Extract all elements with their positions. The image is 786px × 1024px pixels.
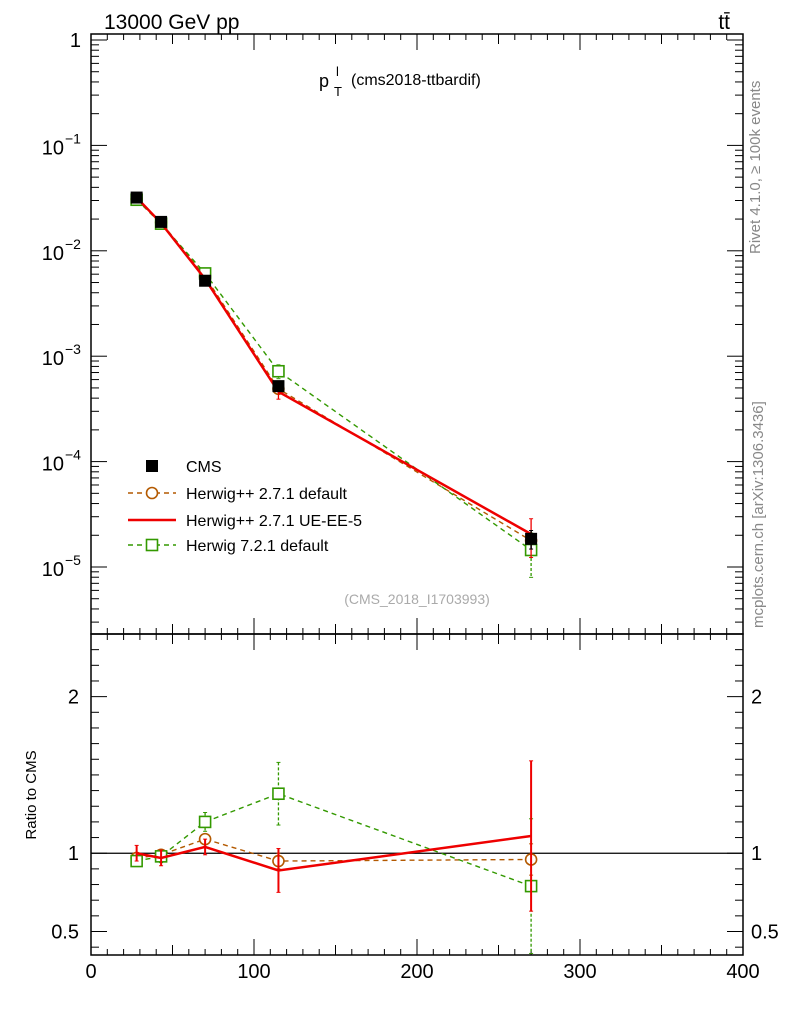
legend-label-herwigpp-default: Herwig++ 2.7.1 default [186,486,348,503]
main-ytick-label: 10 −2 [42,236,81,265]
ratio-series [130,760,538,954]
ytick-base: 10 [42,137,64,159]
data-point [130,191,143,204]
series-line [135,196,532,536]
ratio-xtick-label: 100 [237,961,270,983]
ratio-xtick-label: 0 [85,961,96,983]
main-ytick-label: 1 [70,30,81,52]
main-series-data [130,191,538,550]
ratio-ytick-label: 1 [68,843,79,865]
legend-label-cms: CMS [186,459,222,476]
title-rest: (cms2018-ttbardif) [351,72,481,89]
ratio-point [198,815,212,829]
energy-label: 13000 GeV pp [104,11,239,34]
ratio-axes: 0 100 200 300 400 0.5 0.5 1 1 2 2 [51,633,779,983]
main-series-herwigpp_ueee5 [134,195,534,559]
data-point [525,532,538,545]
legend-markers [128,460,176,552]
ratio-ytick-label: 0.5 [51,922,79,944]
ytick-base: 10 [42,454,64,476]
ratio-ytick-label-right: 1 [751,843,762,865]
ratio-xtick-label: 400 [726,961,759,983]
legend-marker [145,486,159,500]
legend: CMS Herwig++ 2.7.1 default Herwig++ 2.7.… [128,459,362,555]
main-series [130,191,538,578]
legend-marker [145,538,159,552]
ytick-base: 10 [42,348,64,370]
analysis-watermark: (CMS_2018_I1703993) [344,591,490,607]
main-ytick-label: 10 −5 [42,552,81,581]
ratio-ylabel: Ratio to CMS [23,750,40,839]
ytick-exp: −2 [65,236,81,252]
ratio-series-herwigpp_ueee5 [134,760,534,912]
ytick-base: 10 [42,559,64,581]
ratio-series-herwigpp_default [130,832,538,876]
ratio-frame [90,633,744,956]
ytick-exp: −1 [65,130,81,146]
ytick-base: 1 [70,30,81,52]
ratio-ytick-label-right: 2 [751,687,762,709]
process-label: tt̄ [718,11,730,34]
main-ytick-label: 10 −1 [42,130,81,159]
ratio-xtick-label: 200 [400,961,433,983]
ratio-ytick-label-right: 0.5 [751,922,779,944]
data-point [155,215,168,228]
legend-marker-data [146,460,158,472]
ratio-series-herwig7_default [130,761,538,954]
ytick-exp: −3 [65,341,81,357]
ytick-base: 10 [42,243,64,265]
title-sup: l [336,64,339,79]
data-point [199,274,212,287]
ratio-point [272,787,285,801]
ratio-ytick-label: 2 [68,687,79,709]
legend-label-herwig7-default: Herwig 7.2.1 default [186,538,329,555]
rivet-version-label: Rivet 4.1.0, ≥ 100k events [747,81,764,254]
title-sub: T [334,84,342,99]
mcplots-label: mcplots.cern.ch [arXiv:1306.3436] [750,401,767,628]
ratio-series-line [136,792,532,887]
data-point [272,364,285,378]
ytick-exp: −4 [65,447,81,463]
data-point [272,380,285,393]
main-ytick-label: 10 −3 [42,341,81,370]
main-title: p l T (cms2018-ttbardif) [319,64,481,99]
ratio-series-line [136,834,532,872]
title-main: p [319,71,329,91]
ratio-xtick-label: 300 [563,961,596,983]
legend-label-herwigpp-ueee5: Herwig++ 2.7.1 UE-EE-5 [186,513,362,530]
ytick-exp: −5 [65,552,81,568]
main-ytick-label: 10 −4 [42,447,81,476]
